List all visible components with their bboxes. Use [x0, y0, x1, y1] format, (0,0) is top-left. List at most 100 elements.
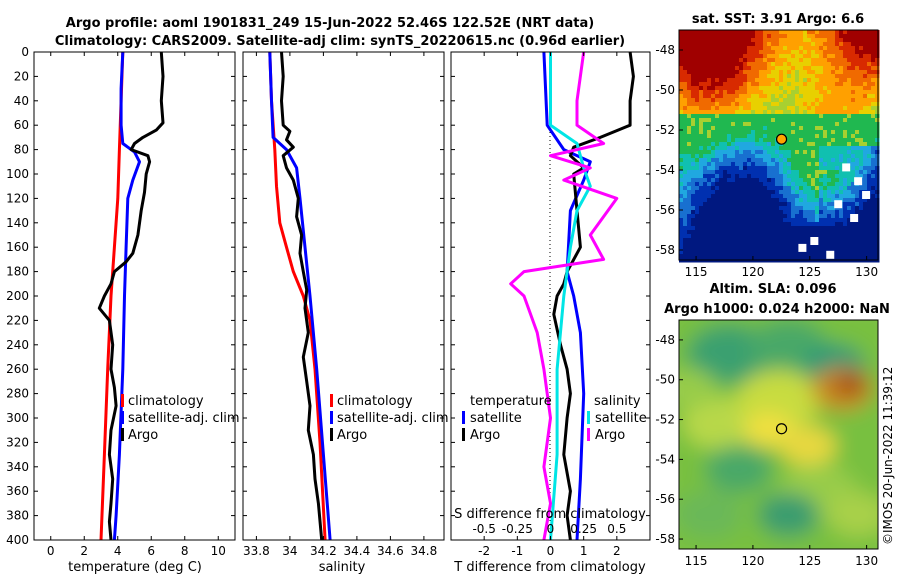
sst-cell [867, 186, 872, 191]
series-line-argo [97, 52, 165, 540]
sst-cell [783, 118, 788, 123]
sst-cell [815, 174, 820, 179]
sst-cell [835, 142, 840, 147]
sst-cell [795, 250, 800, 255]
sst-cell [799, 166, 804, 171]
sst-cell [767, 206, 772, 211]
sst-cell [691, 174, 696, 179]
xtick-label: 0 [47, 544, 55, 558]
sst-cell [703, 62, 708, 67]
sst-cell [851, 46, 856, 51]
sst-cell [747, 118, 752, 123]
temperature-xlabel: temperature (deg C) [68, 560, 202, 575]
sst-cell [727, 186, 732, 191]
sst-cell [835, 102, 840, 107]
sst-cell [715, 114, 720, 119]
sst-cell [687, 206, 692, 211]
sst-cell [867, 234, 872, 239]
sst-cell [799, 110, 804, 115]
sst-cell [855, 158, 860, 163]
sst-map: 115 120 125 130-48-50-52-54-56-58 [655, 29, 880, 279]
sst-cell [723, 54, 728, 59]
ytick-label: 300 [6, 411, 29, 425]
sst-cell [755, 38, 760, 43]
sst-cell [711, 126, 716, 131]
sst-cell [855, 134, 860, 139]
sst-cell [827, 42, 832, 47]
sst-cell [815, 126, 820, 131]
sst-cell [871, 198, 876, 203]
sst-cell [703, 130, 708, 135]
sst-cell [803, 182, 808, 187]
sst-cell [823, 94, 828, 99]
sst-cell [735, 138, 740, 143]
sst-cell [747, 106, 752, 111]
sst-cell [787, 82, 792, 87]
sst-cell [691, 218, 696, 223]
sst-cell [691, 74, 696, 79]
sst-cell [739, 82, 744, 87]
sst-cell [727, 130, 732, 135]
sst-cell [723, 150, 728, 155]
sst-cell [783, 246, 788, 251]
sst-cell [867, 58, 872, 63]
sst-cell [803, 250, 808, 255]
sst-cell [799, 86, 804, 91]
sst-cell [835, 62, 840, 67]
sst-cell [823, 38, 828, 43]
sst-cell [795, 82, 800, 87]
sst-cell [723, 238, 728, 243]
sst-cell [771, 238, 776, 243]
sst-cell [775, 154, 780, 159]
sst-cell [839, 58, 844, 63]
sst-cell [827, 246, 832, 251]
sst-cell [755, 118, 760, 123]
sst-cell [695, 234, 700, 239]
sst-cell [867, 30, 872, 35]
sst-cell [835, 34, 840, 39]
sst-cell [827, 34, 832, 39]
sst-cell [775, 74, 780, 79]
sst-cell [735, 250, 740, 255]
sst-cell [791, 206, 796, 211]
sst-cell [751, 250, 756, 255]
sst-cell [723, 166, 728, 171]
legend-swatch-argo [330, 428, 333, 441]
map-ytick-label: -52 [655, 123, 675, 137]
sst-cell [695, 210, 700, 215]
sst-cell [679, 90, 684, 95]
sst-cell [727, 94, 732, 99]
sst-cell [863, 130, 868, 135]
sst-cell [683, 46, 688, 51]
sst-cell [827, 82, 832, 87]
sst-cell [731, 206, 736, 211]
sst-cell [835, 38, 840, 43]
sst-cell [719, 98, 724, 103]
sst-cell [767, 190, 772, 195]
sst-cell [815, 142, 820, 147]
sst-cell [811, 86, 816, 91]
sst-cell [691, 190, 696, 195]
sst-cell [711, 234, 716, 239]
sst-cell [731, 62, 736, 67]
sst-cell [855, 222, 860, 227]
sst-cell [859, 170, 864, 175]
sst-cell [707, 98, 712, 103]
sst-cell [795, 134, 800, 139]
sst-cell [695, 38, 700, 43]
sst-cell [783, 254, 788, 259]
sst-cell [723, 62, 728, 67]
sst-cell [779, 206, 784, 211]
sst-cell [871, 178, 876, 183]
sst-cell [835, 234, 840, 239]
sst-cell [699, 90, 704, 95]
sst-cell [679, 62, 684, 67]
sst-cell [823, 110, 828, 115]
sst-cell [843, 186, 848, 191]
sst-cell [767, 242, 772, 247]
sst-cell [727, 46, 732, 51]
sst-cell [787, 182, 792, 187]
sst-cell [699, 58, 704, 63]
sst-cell [779, 190, 784, 195]
sst-cell [871, 154, 876, 159]
